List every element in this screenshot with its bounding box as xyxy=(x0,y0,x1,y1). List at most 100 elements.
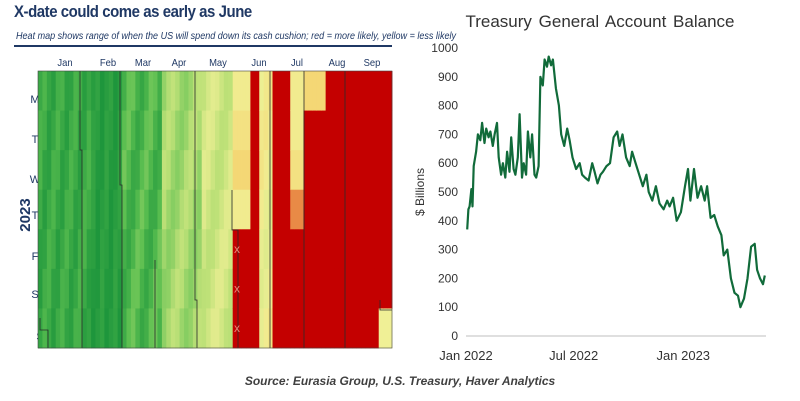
heatmap-cell xyxy=(228,150,234,191)
heatmap-cell xyxy=(303,229,309,270)
heatmap-cell xyxy=(95,229,101,270)
heatmap-cell xyxy=(73,268,79,309)
heatmap-cell xyxy=(321,268,327,309)
heatmap-cell xyxy=(82,110,88,151)
heatmap-cell xyxy=(175,308,180,349)
heatmap-cell xyxy=(272,110,278,151)
heatmap-cell xyxy=(179,268,185,309)
heatmap-cell xyxy=(299,71,304,111)
heatmap-cell xyxy=(245,268,251,309)
heatmap-cell xyxy=(55,150,61,191)
heatmap-cell xyxy=(188,229,194,270)
heatmap-cell xyxy=(161,189,167,230)
heatmap-cell xyxy=(144,110,150,151)
heatmap-cell xyxy=(281,150,287,191)
heatmap-cell xyxy=(126,189,132,230)
heatmap-cell xyxy=(166,268,172,309)
heatmap-cell xyxy=(38,189,43,230)
heatmap-cell xyxy=(356,189,362,230)
heatmap-cell xyxy=(303,268,309,309)
heatmap-cell xyxy=(210,268,216,309)
heatmap-cell xyxy=(294,229,300,270)
heatmap-cell xyxy=(46,71,52,111)
heatmap-title: X-date could come as early as June xyxy=(14,2,252,21)
heatmap-cell xyxy=(77,268,83,309)
heatmap-cell xyxy=(91,110,96,151)
heatmap-cell xyxy=(161,71,167,111)
line-chart-panel: Treasury General Account Balance 0 100 200… xyxy=(400,0,800,370)
heatmap-cell xyxy=(338,308,344,349)
heatmap-cell xyxy=(122,308,127,349)
heatmap-cell xyxy=(126,308,132,349)
heatmap-cell xyxy=(276,71,282,111)
heatmap-cell xyxy=(223,308,229,349)
heatmap-cell xyxy=(290,71,296,111)
heatmap-cell xyxy=(122,71,127,111)
heatmap-cell xyxy=(60,150,65,191)
line-chart-title: Treasury General Account Balance xyxy=(465,12,735,31)
heatmap-cell xyxy=(51,71,57,111)
heatmap-cell xyxy=(272,268,278,309)
heatmap-cell xyxy=(365,110,371,151)
heatmap-cell xyxy=(316,150,322,191)
heatmap-cell xyxy=(55,229,61,270)
heatmap-cell xyxy=(338,229,344,270)
heatmap-cell xyxy=(113,229,119,270)
heatmap-cell xyxy=(60,268,65,309)
heatmap-cell xyxy=(263,308,269,349)
heatmap-cell xyxy=(325,110,331,151)
heatmap-cell xyxy=(374,189,380,230)
heatmap-cell xyxy=(170,71,176,111)
heatmap-cell xyxy=(387,150,393,191)
heatmap-cell xyxy=(206,268,211,309)
heatmap-cell xyxy=(365,189,371,230)
heatmap-cell xyxy=(130,189,136,230)
heatmap-cell xyxy=(259,268,265,309)
heatmap-cell xyxy=(347,308,353,349)
heatmap-cell xyxy=(361,308,366,349)
heatmap-cell xyxy=(144,229,150,270)
heatmap-cell xyxy=(263,189,269,230)
heatmap-cell xyxy=(148,150,154,191)
heatmap-cell xyxy=(153,189,158,230)
heatmap-cell xyxy=(55,189,61,230)
heatmap-cell xyxy=(139,268,145,309)
heatmap-cell xyxy=(170,110,176,151)
y-tick-label: 100 xyxy=(438,300,458,314)
heatmap-cell xyxy=(223,189,229,230)
heatmap-cell xyxy=(170,150,176,191)
heatmap-cell xyxy=(232,71,238,111)
heatmap-cell xyxy=(365,308,371,349)
heatmap-cell xyxy=(210,189,216,230)
heatmap-cell xyxy=(330,110,335,151)
heatmap-cell xyxy=(215,229,220,270)
heatmap-cell xyxy=(104,71,110,111)
heatmap-cell xyxy=(237,308,242,349)
heatmap-cell xyxy=(378,150,384,191)
heatmap-cell xyxy=(192,308,198,349)
heatmap-cell xyxy=(64,189,70,230)
heatmap-cell xyxy=(259,308,265,349)
heatmap-cell xyxy=(361,71,366,111)
heatmap-cell xyxy=(276,229,282,270)
heatmap-cell xyxy=(73,308,79,349)
heatmap-cell xyxy=(135,189,141,230)
heatmap-cell xyxy=(334,229,340,270)
heatmap-cell xyxy=(312,308,318,349)
heatmap-cell xyxy=(135,308,141,349)
heatmap-cell xyxy=(55,308,61,349)
heatmap-cell xyxy=(378,229,384,270)
heatmap-cell xyxy=(352,71,358,111)
heatmap-cell xyxy=(197,308,203,349)
heatmap-cell xyxy=(153,150,158,191)
heatmap-cell xyxy=(272,229,278,270)
heatmap-cell xyxy=(263,268,269,309)
heatmap-cell xyxy=(161,229,167,270)
heatmap-cell xyxy=(86,189,92,230)
heatmap-cell xyxy=(330,189,335,230)
heatmap-cell xyxy=(91,308,96,349)
heatmap-cell xyxy=(307,308,313,349)
heatmap-cell xyxy=(325,229,331,270)
heatmap-cell xyxy=(330,71,335,111)
heatmap-cell xyxy=(130,268,136,309)
